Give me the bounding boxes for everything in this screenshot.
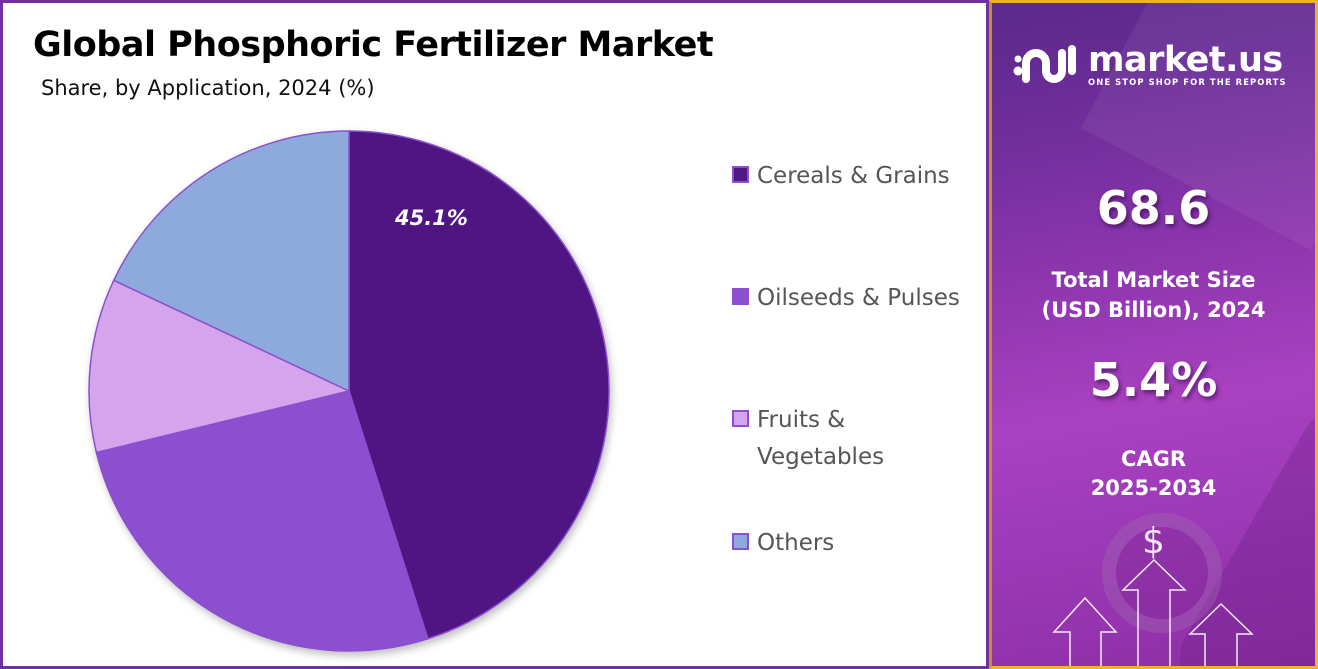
legend-swatch-others	[732, 533, 749, 550]
legend-label-line1: Fruits &	[757, 407, 846, 433]
market-size-label-line2: (USD Billion), 2024	[1041, 298, 1266, 322]
cagr-value: 5.4%	[1089, 353, 1218, 407]
legend-label: Others	[757, 530, 835, 556]
legend-item-oilseeds-pulses: Oilseeds & Pulses	[732, 280, 960, 317]
legend-swatch-oilseeds-pulses	[732, 288, 749, 305]
pie-slice-oilseeds-pulses	[95, 390, 429, 652]
chart-title: Global Phosphoric Fertilizer Market	[33, 25, 714, 65]
growth-arrows-icon	[1052, 558, 1254, 666]
legend-label: Oilseeds & Pulses	[757, 285, 960, 311]
chart-subtitle: Share, by Application, 2024 (%)	[41, 76, 375, 100]
cagr-label-line1: CAGR	[1120, 447, 1187, 471]
pie-slice-others	[112, 130, 350, 393]
pie-data-label-cereals: 45.1%	[395, 206, 468, 230]
pie-chart: 45.1%	[83, 125, 623, 665]
market-size-value: 68.6	[1096, 181, 1211, 235]
brand-logo: market.us ONE STOP SHOP FOR THE REPORTS	[1012, 41, 1287, 87]
chart-panel: Global Phosphoric Fertilizer Market Shar…	[0, 0, 989, 669]
logo-tagline: ONE STOP SHOP FOR THE REPORTS	[1088, 76, 1287, 87]
logo-name: market.us	[1088, 39, 1283, 80]
dollar-icon: $	[1142, 521, 1165, 562]
pie-slice-cereals-grains	[348, 130, 610, 640]
summary-panel: market.us ONE STOP SHOP FOR THE REPORTS …	[989, 0, 1318, 669]
market-us-logo-icon	[1013, 45, 1076, 83]
legend-label-line2: Vegetables	[757, 444, 885, 470]
pie-chart-svg	[88, 130, 610, 652]
pie-slice-fruits-vegetables	[88, 279, 352, 454]
cagr-label-line2: 2025-2034	[1090, 476, 1217, 500]
legend-item-fruits-vegetables: Fruits & Vegetables	[732, 402, 884, 476]
legend-label: Cereals & Grains	[757, 163, 950, 189]
legend-label: Fruits & Vegetables	[757, 402, 884, 476]
legend-item-others: Others	[732, 525, 834, 562]
legend-item-cereals-grains: Cereals & Grains	[732, 158, 950, 195]
market-size-label-line1: Total Market Size	[1051, 268, 1256, 292]
legend-swatch-cereals-grains	[732, 166, 749, 183]
legend-swatch-fruits-vegetables	[732, 410, 749, 427]
